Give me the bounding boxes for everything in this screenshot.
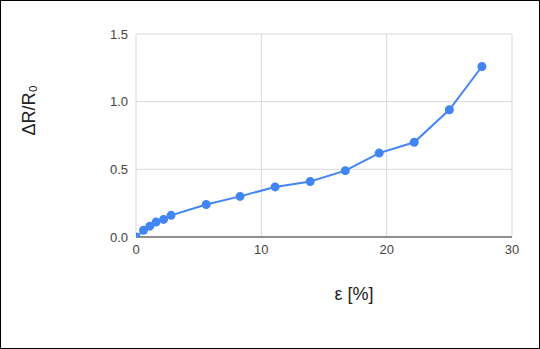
svg-text:1.0: 1.0 [110, 94, 128, 109]
svg-text:0.5: 0.5 [110, 162, 128, 177]
svg-text:1.5: 1.5 [110, 27, 128, 42]
svg-text:20: 20 [379, 242, 393, 257]
svg-text:10: 10 [254, 242, 268, 257]
svg-text:0: 0 [132, 242, 139, 257]
svg-text:ΔR/R₀: ΔR/R₀ [19, 85, 39, 136]
svg-text:30: 30 [505, 242, 519, 257]
svg-text:ε [%]: ε [%] [334, 284, 373, 304]
svg-text:0.0: 0.0 [110, 230, 128, 245]
